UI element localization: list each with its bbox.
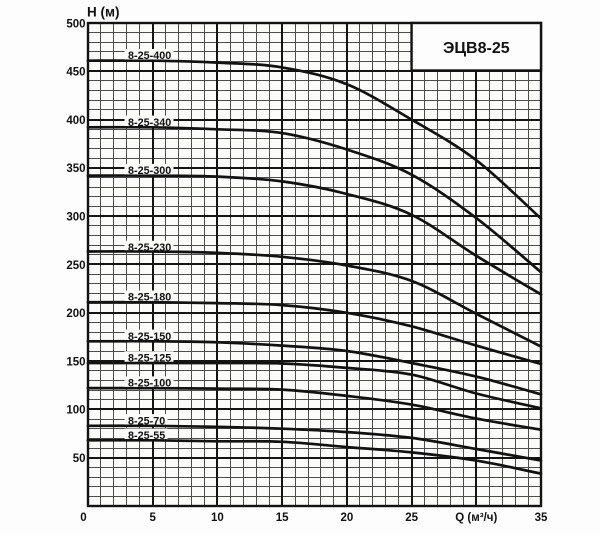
- svg-text:8-25-70: 8-25-70: [128, 415, 165, 427]
- svg-text:300: 300: [66, 212, 85, 224]
- svg-text:100: 100: [66, 405, 85, 417]
- svg-text:8-25-55: 8-25-55: [128, 430, 165, 442]
- svg-text:400: 400: [66, 115, 85, 127]
- svg-text:ЭЦВ8-25: ЭЦВ8-25: [443, 40, 510, 57]
- svg-text:25: 25: [405, 512, 418, 524]
- svg-text:450: 450: [66, 67, 85, 79]
- svg-text:50: 50: [73, 453, 86, 465]
- svg-text:8-25-125: 8-25-125: [128, 353, 171, 365]
- svg-text:Q (м³/ч): Q (м³/ч): [455, 512, 497, 524]
- svg-text:8-25-340: 8-25-340: [128, 117, 171, 129]
- svg-text:8-25-180: 8-25-180: [128, 292, 171, 304]
- svg-text:200: 200: [66, 308, 85, 320]
- svg-text:350: 350: [66, 163, 85, 175]
- svg-text:8-25-230: 8-25-230: [128, 242, 171, 254]
- svg-text:H (м): H (м): [87, 5, 119, 20]
- svg-text:10: 10: [211, 512, 224, 524]
- svg-text:15: 15: [276, 512, 289, 524]
- svg-text:8-25-300: 8-25-300: [128, 165, 171, 177]
- svg-text:35: 35: [535, 512, 548, 524]
- svg-text:0: 0: [80, 512, 86, 524]
- svg-text:20: 20: [341, 512, 354, 524]
- svg-text:8-25-150: 8-25-150: [128, 331, 171, 343]
- svg-text:8-25-100: 8-25-100: [128, 378, 171, 390]
- svg-text:8-25-400: 8-25-400: [128, 50, 171, 62]
- svg-text:5: 5: [149, 512, 156, 524]
- svg-text:150: 150: [66, 356, 85, 368]
- svg-text:500: 500: [66, 18, 85, 30]
- svg-text:250: 250: [66, 260, 85, 272]
